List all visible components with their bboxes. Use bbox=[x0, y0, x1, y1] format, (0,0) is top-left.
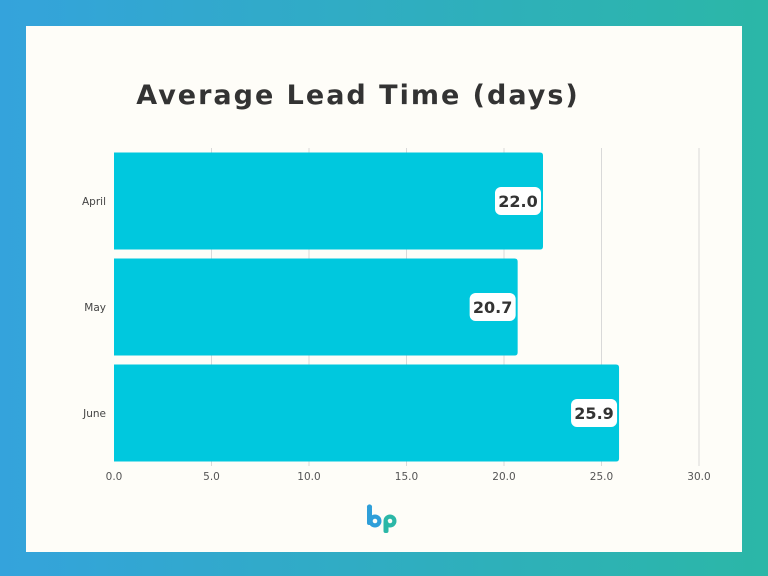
data-label-box bbox=[571, 399, 618, 427]
bar-may bbox=[114, 258, 518, 356]
x-tick-label: 10.0 bbox=[297, 471, 320, 483]
x-tick-label: 25.0 bbox=[590, 471, 613, 483]
data-labels-group: 22.0 20.7 25.9 bbox=[469, 187, 618, 427]
chart-title: Average Lead Time (days) bbox=[136, 80, 580, 111]
y-tick-label: June bbox=[82, 408, 106, 420]
data-label: 20.7 bbox=[473, 298, 512, 317]
x-tick-label: 30.0 bbox=[687, 471, 710, 483]
x-axis-labels: 0.0 5.0 10.0 15.0 20.0 25.0 30.0 bbox=[106, 471, 711, 483]
data-label-box bbox=[495, 187, 541, 215]
brand-logo-icon bbox=[366, 504, 397, 533]
y-tick-label: April bbox=[82, 196, 106, 208]
data-label-box bbox=[469, 293, 516, 321]
bars-group bbox=[114, 152, 620, 462]
data-label: 22.0 bbox=[498, 192, 537, 211]
bar-april bbox=[114, 152, 543, 250]
y-tick-label: May bbox=[84, 302, 106, 314]
y-axis-labels: April May June bbox=[82, 196, 106, 420]
data-label: 25.9 bbox=[574, 404, 613, 423]
x-tick-label: 0.0 bbox=[106, 471, 123, 483]
x-tick-label: 5.0 bbox=[203, 471, 220, 483]
bar-june bbox=[114, 364, 620, 462]
x-tick-label: 15.0 bbox=[395, 471, 418, 483]
x-tick-label: 20.0 bbox=[492, 471, 515, 483]
